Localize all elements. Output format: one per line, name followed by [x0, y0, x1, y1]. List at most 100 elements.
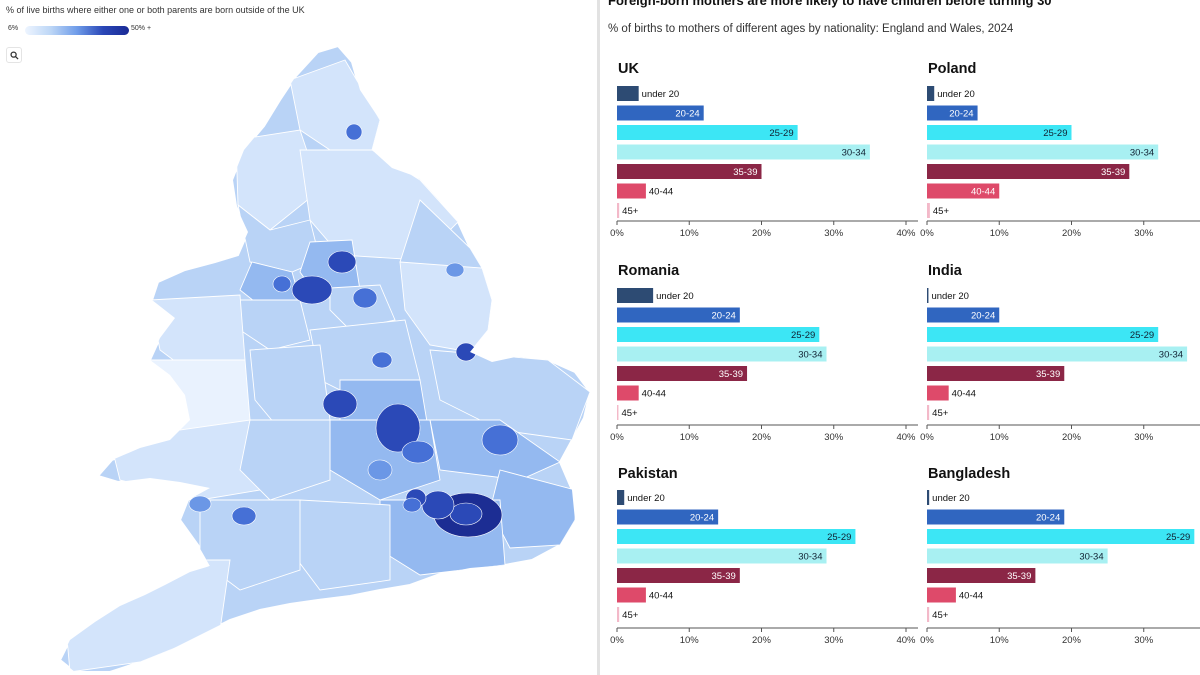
bar-label: 25-29 — [1043, 128, 1067, 139]
x-tick-label: 30% — [824, 635, 844, 646]
chart-title: Foreign-born mothers are more likely to … — [608, 0, 1052, 8]
bar-label: 20-24 — [1036, 513, 1060, 524]
bar-35-39 — [617, 568, 740, 583]
x-tick-label: 40% — [896, 635, 916, 646]
bar-under 20 — [617, 490, 625, 505]
bar-40-44 — [927, 385, 949, 401]
x-tick-label: 10% — [680, 432, 700, 443]
bar-30-34 — [617, 144, 870, 160]
region-newcastle[interactable] — [345, 123, 363, 141]
chart-panel-pakistan: Pakistan under 20 20-24 25-29 30-34 35-39 40-4… — [610, 466, 918, 646]
x-tick-label: 10% — [680, 635, 700, 646]
bar-label: 40-44 — [959, 591, 983, 602]
x-tick-label: 30% — [824, 228, 844, 239]
region-reading[interactable] — [402, 497, 422, 513]
chart-panel: Foreign-born mothers are more likely to … — [600, 0, 1200, 675]
region-lincolnshire[interactable] — [399, 261, 493, 353]
region-bristol[interactable] — [231, 506, 257, 526]
bar-label: 25-29 — [1130, 330, 1154, 341]
bar-label: 30-34 — [1130, 148, 1154, 159]
bar-under 20 — [617, 86, 639, 101]
bar-40-44 — [617, 183, 646, 199]
bar-40-44 — [927, 183, 1000, 199]
region-wales-south[interactable] — [109, 419, 261, 501]
legend-gradient — [25, 26, 129, 35]
bar-label: under 20 — [642, 89, 680, 100]
bar-label: 30-34 — [798, 552, 822, 563]
x-tick-label: 20% — [1062, 228, 1082, 239]
x-tick-label: 10% — [990, 228, 1010, 239]
chart-subtitle: % of births to mothers of different ages… — [608, 23, 1014, 35]
bar-45+ — [617, 203, 620, 218]
chart-panel-uk: UK under 20 20-24 25-29 30-34 35-39 40-44 45+ 0%… — [610, 61, 918, 239]
bar-25-29 — [617, 529, 856, 544]
bar-25-29 — [927, 529, 1195, 544]
region-inner-london[interactable] — [449, 502, 483, 526]
bar-label: 25-29 — [769, 128, 793, 139]
region-bradford[interactable] — [327, 250, 357, 274]
panel-title: Poland — [928, 61, 976, 77]
region-cumbria[interactable] — [235, 129, 321, 231]
region-coventry[interactable] — [371, 351, 393, 369]
search-icon — [9, 50, 19, 60]
bar-label: 30-34 — [798, 350, 822, 361]
region-peterborough[interactable] — [455, 342, 477, 362]
x-tick-label: 10% — [680, 228, 700, 239]
region-luton[interactable] — [401, 440, 435, 464]
bar-label: 45+ — [932, 408, 949, 419]
map-legend: 6% 50% + — [8, 25, 158, 37]
panel-title: Pakistan — [618, 466, 678, 482]
region-hull[interactable] — [445, 262, 465, 278]
x-tick-label: 20% — [1062, 635, 1082, 646]
region-severn[interactable] — [239, 419, 331, 501]
x-tick-label: 20% — [752, 228, 772, 239]
bar-under 20 — [927, 86, 935, 101]
bar-35-39 — [617, 366, 748, 381]
x-tick-label: 0% — [610, 635, 624, 646]
bar-label: 40-44 — [952, 389, 976, 400]
bar-45+ — [617, 607, 620, 622]
bar-label: 20-24 — [675, 109, 699, 120]
bar-label: 20-24 — [712, 311, 736, 322]
bar-label: 30-34 — [842, 148, 866, 159]
region-oxford[interactable] — [367, 459, 393, 481]
region-preston[interactable] — [272, 275, 292, 293]
bar-25-29 — [617, 327, 820, 342]
chart-panel-poland: Poland under 20 20-24 25-29 30-34 35-39 40-44 4… — [920, 61, 1200, 239]
bar-label: 45+ — [932, 610, 949, 621]
bar-30-34 — [927, 346, 1188, 362]
choropleth-map[interactable] — [0, 0, 597, 675]
region-cambridge[interactable] — [481, 424, 519, 456]
x-tick-label: 20% — [752, 635, 772, 646]
region-birmingham[interactable] — [322, 389, 358, 419]
bar-40-44 — [617, 385, 639, 401]
bar-45+ — [927, 203, 930, 218]
bar-label: 25-29 — [1166, 532, 1190, 543]
x-tick-label: 40% — [896, 432, 916, 443]
bar-label: 45+ — [622, 610, 639, 621]
bar-label: 35-39 — [1036, 369, 1060, 380]
bar-label: 45+ — [621, 408, 638, 419]
region-east-anglia[interactable] — [429, 349, 590, 441]
x-tick-label: 20% — [1062, 432, 1082, 443]
bar-30-34 — [617, 548, 827, 564]
region-cardiff[interactable] — [188, 495, 212, 513]
region-manchester[interactable] — [291, 275, 333, 305]
bar-label: under 20 — [656, 291, 694, 302]
bar-45+ — [927, 405, 930, 420]
region-devon-cornwall[interactable] — [60, 559, 231, 672]
bar-45+ — [617, 405, 619, 420]
bar-label: 45+ — [622, 206, 639, 217]
bar-20-24 — [617, 509, 719, 525]
region-leeds-area[interactable] — [352, 287, 378, 309]
bar-label: 35-39 — [1101, 167, 1125, 178]
bar-label: 40-44 — [649, 591, 673, 602]
region-outer-london-west[interactable] — [421, 490, 455, 520]
region-leicester[interactable] — [375, 403, 421, 453]
x-tick-label: 30% — [1134, 228, 1154, 239]
bar-30-34 — [927, 144, 1159, 160]
x-tick-label: 10% — [990, 635, 1010, 646]
zoom-button[interactable] — [6, 47, 22, 63]
x-tick-label: 0% — [920, 432, 934, 443]
